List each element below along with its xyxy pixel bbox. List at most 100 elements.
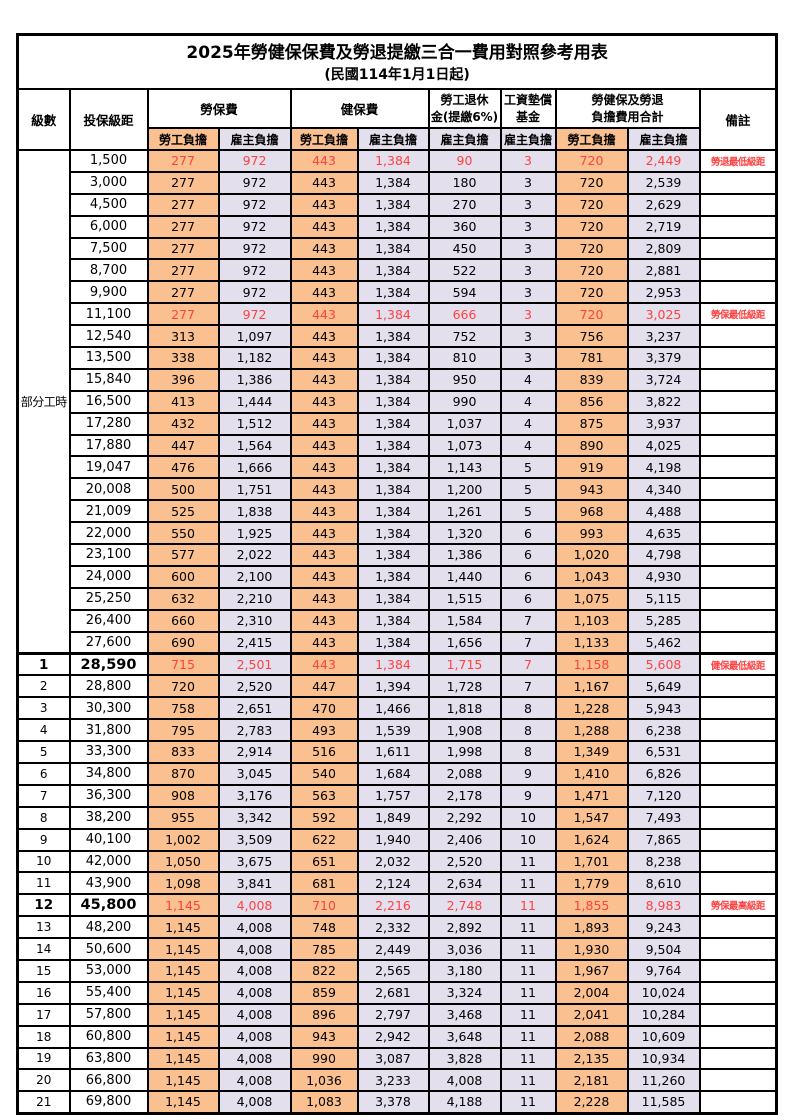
bracket-cell: 28,800	[68, 674, 149, 699]
labor-insurance-employee-cell: 525	[146, 499, 220, 524]
health-insurance-employee-cell: 443	[289, 236, 359, 261]
labor-insurance-employee-cell: 277	[146, 280, 220, 305]
health-insurance-employee-cell: 443	[289, 521, 359, 546]
bracket-cell: 48,200	[68, 915, 149, 940]
total-employer-cell: 4,488	[626, 499, 701, 524]
health-insurance-employee-cell: 443	[289, 389, 359, 414]
total-employee-cell: 1,930	[554, 937, 629, 961]
wage-fund-employer-cell: 8	[499, 740, 557, 764]
pension-employer-cell: 1,261	[427, 499, 502, 524]
health-insurance-employer-cell: 1,384	[356, 564, 430, 589]
table-row: 27,600 690 2,415 443 1,384 1,656 7 1,133 5,462	[18, 630, 778, 655]
bracket-cell: 12,540	[68, 324, 149, 349]
wage-fund-employer-cell: 5	[499, 455, 557, 480]
health-insurance-employee-cell: 447	[289, 674, 359, 699]
pension-employer-cell: 3,648	[427, 1024, 502, 1049]
total-employer-cell: 7,493	[626, 805, 701, 830]
labor-insurance-employer-cell: 972	[217, 192, 292, 217]
health-insurance-employer-cell: 1,384	[356, 608, 430, 633]
level-cell: 18	[16, 1024, 71, 1049]
wage-fund-employer-cell: 11	[499, 871, 557, 896]
health-insurance-employer-cell: 1,384	[356, 280, 430, 305]
pension-employer-cell: 3,468	[427, 1002, 502, 1027]
level-cell: 6	[16, 761, 71, 786]
total-employee-cell: 1,624	[554, 827, 629, 852]
health-insurance-employer-cell: 1,394	[356, 674, 430, 699]
total-employer-cell: 3,379	[626, 346, 701, 370]
remark-cell	[698, 783, 778, 808]
table-row: 1 28,590 715 2,501 443 1,384 1,715 7 1,158 5,608 健…	[16, 651, 778, 677]
health-insurance-employer-cell: 1,384	[356, 170, 430, 195]
labor-insurance-employee-cell: 1,145	[146, 1024, 220, 1049]
labor-insurance-employee-cell: 1,145	[146, 937, 220, 961]
total-employee-cell: 2,041	[554, 1002, 629, 1027]
pension-employer-cell: 180	[427, 170, 502, 195]
total-employee-cell: 720	[554, 149, 629, 173]
wage-fund-employer-cell: 3	[499, 280, 557, 305]
table-row: 20,008 500 1,751 443 1,384 1,200 5 943 4,340	[18, 477, 778, 502]
bracket-cell: 55,400	[68, 980, 149, 1005]
table-row: 13,500 338 1,182 443 1,384 810 3 781 3,379	[18, 346, 778, 370]
table-row: 19 63,800 1,145 4,008 990 3,087 3,828 11 2,135 10…	[16, 1046, 778, 1071]
total-employer-cell: 7,865	[626, 827, 701, 852]
bracket-cell: 28,590	[68, 651, 149, 677]
pension-employer-cell: 752	[427, 324, 502, 349]
table-row: 15 53,000 1,145 4,008 822 2,565 3,180 11 1,967 9,…	[16, 958, 778, 983]
total-employee-cell: 856	[554, 389, 629, 414]
total-employee-cell: 1,967	[554, 958, 629, 983]
pension-employer-cell: 1,715	[427, 651, 502, 677]
remark-cell	[698, 718, 778, 743]
wage-fund-employer-cell: 5	[499, 477, 557, 502]
labor-insurance-employer-cell: 4,008	[217, 915, 292, 940]
health-insurance-employer-cell: 1,384	[356, 521, 430, 546]
table-row: 9 40,100 1,002 3,509 622 1,940 2,406 10 1,624 7,8…	[16, 827, 778, 852]
labor-insurance-employer-cell: 2,415	[217, 630, 292, 655]
total-employee-cell: 993	[554, 521, 629, 546]
health-insurance-employer-cell: 1,384	[356, 214, 430, 239]
remark-cell: 勞退最低級距	[698, 149, 778, 173]
health-insurance-employee-cell: 516	[289, 740, 359, 764]
table-row: 9,900 277 972 443 1,384 594 3 720 2,953	[18, 280, 778, 305]
health-insurance-employee-cell: 896	[289, 1002, 359, 1027]
health-insurance-employee-cell: 592	[289, 805, 359, 830]
labor-insurance-employer-cell: 2,520	[217, 674, 292, 699]
remark-cell	[698, 258, 778, 283]
total-employer-cell: 4,025	[626, 433, 701, 458]
labor-insurance-employee-cell: 715	[146, 651, 220, 677]
total-employer-cell: 3,025	[626, 302, 701, 327]
labor-insurance-employer-cell: 2,022	[217, 543, 292, 567]
labor-insurance-employee-cell: 955	[146, 805, 220, 830]
pension-employer-cell: 666	[427, 302, 502, 327]
labor-insurance-employee-cell: 277	[146, 192, 220, 217]
labor-insurance-employer-cell: 972	[217, 302, 292, 327]
health-insurance-employee-cell: 563	[289, 783, 359, 808]
pension-employer-cell: 522	[427, 258, 502, 283]
health-insurance-employer-cell: 1,611	[356, 740, 430, 764]
bracket-cell: 63,800	[68, 1046, 149, 1071]
total-employer-cell: 2,449	[626, 149, 701, 173]
labor-insurance-employee-cell: 277	[146, 170, 220, 195]
remark-cell	[698, 192, 778, 217]
health-insurance-employer-cell: 3,087	[356, 1046, 430, 1071]
level-cell: 7	[16, 783, 71, 808]
table-row: 12 45,800 1,145 4,008 710 2,216 2,748 11 1,855 8,…	[16, 893, 778, 918]
total-employee-cell: 1,410	[554, 761, 629, 786]
remark-cell	[698, 214, 778, 239]
wage-fund-employer-cell: 3	[499, 236, 557, 261]
table-row: 4,500 277 972 443 1,384 270 3 720 2,629	[18, 192, 778, 217]
bracket-cell: 13,500	[68, 346, 149, 370]
title-row: 2025年勞健保保費及勞退提繳三合一費用對照參考用表 (民國114年1月1日起)	[16, 33, 778, 90]
labor-insurance-employee-cell: 660	[146, 608, 220, 633]
table-row: 11 43,900 1,098 3,841 681 2,124 2,634 11 1,779 8,…	[16, 871, 778, 896]
table-row: 部分工時 1,500 277 972 443 1,384 90 3 720 2,449 勞退最低級距	[16, 148, 778, 655]
labor-insurance-employee-cell: 277	[146, 214, 220, 239]
health-insurance-employee-cell: 443	[289, 346, 359, 370]
health-insurance-employee-cell: 443	[289, 411, 359, 436]
labor-insurance-employer-cell: 972	[217, 149, 292, 173]
health-insurance-employer-cell: 2,124	[356, 871, 430, 896]
table-row: 3 30,300 758 2,651 470 1,466 1,818 8 1,228 5,943	[16, 696, 778, 721]
table-row: 13 48,200 1,145 4,008 748 2,332 2,892 11 1,893 9,…	[16, 915, 778, 940]
remark-cell	[698, 1068, 778, 1093]
health-insurance-employer-cell: 1,384	[356, 543, 430, 567]
labor-insurance-employer-cell: 4,008	[217, 1046, 292, 1071]
